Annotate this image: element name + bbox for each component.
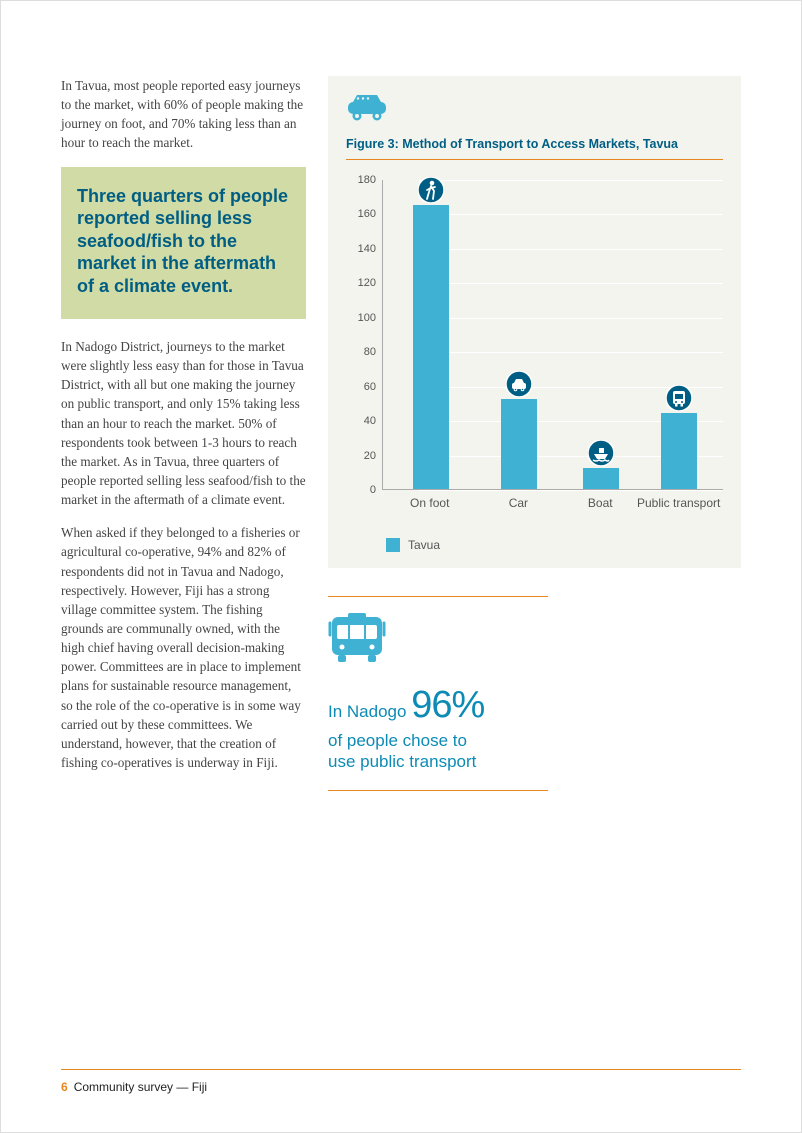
y-tick: 100 xyxy=(358,312,376,324)
y-tick: 160 xyxy=(358,208,376,220)
bus-circle-icon xyxy=(666,385,692,416)
stat-percent: 96% xyxy=(411,684,484,726)
legend-swatch xyxy=(386,538,400,552)
footer-rule xyxy=(61,1069,741,1070)
y-tick: 80 xyxy=(364,346,376,358)
intro-paragraph-2: In Nadogo District, journeys to the mark… xyxy=(61,337,306,509)
x-label: On foot xyxy=(410,496,449,510)
stat-prefix: In Nadogo xyxy=(328,702,411,721)
boat-icon xyxy=(588,440,614,471)
footer-title: Community survey — Fiji xyxy=(74,1080,207,1094)
chart-legend: Tavua xyxy=(386,538,723,552)
walk-icon xyxy=(418,177,444,208)
figure-title: Figure 3: Method of Transport to Access … xyxy=(346,137,723,151)
bar-chart: 020406080100120140160180 On footCarBoatP… xyxy=(346,180,723,530)
x-label: Boat xyxy=(588,496,613,510)
bar-boat xyxy=(583,468,619,489)
gridline xyxy=(419,214,723,215)
y-tick: 0 xyxy=(370,484,376,496)
bus-icon xyxy=(328,611,741,670)
intro-paragraph-1: In Tavua, most people reported easy jour… xyxy=(61,76,306,153)
gridline xyxy=(419,490,723,491)
gridline xyxy=(419,318,723,319)
car-icon xyxy=(346,92,723,127)
y-tick: 60 xyxy=(364,381,376,393)
x-label: Car xyxy=(509,496,528,510)
bar-public-transport xyxy=(661,413,697,489)
gridline xyxy=(419,283,723,284)
stat-line2: of people chose to xyxy=(328,731,467,750)
car-circle-icon xyxy=(506,371,532,402)
stat-block: In Nadogo 96% of people chose to use pub… xyxy=(328,596,741,791)
y-tick: 180 xyxy=(358,174,376,186)
y-tick: 120 xyxy=(358,277,376,289)
intro-paragraph-3: When asked if they belonged to a fisheri… xyxy=(61,523,306,772)
y-tick: 40 xyxy=(364,415,376,427)
x-label: Public transport xyxy=(637,496,720,510)
bar-car xyxy=(501,399,537,489)
gridline xyxy=(419,352,723,353)
stat-rule-top xyxy=(328,596,548,597)
chart-rule xyxy=(346,159,723,160)
page-footer: 6 Community survey — Fiji xyxy=(61,1069,741,1094)
bar-on-foot xyxy=(413,205,449,489)
gridline xyxy=(419,180,723,181)
y-tick: 140 xyxy=(358,243,376,255)
page-number: 6 xyxy=(61,1080,68,1094)
stat-line3: use public transport xyxy=(328,752,476,771)
chart-panel: Figure 3: Method of Transport to Access … xyxy=(328,76,741,568)
gridline xyxy=(419,249,723,250)
stat-text: In Nadogo 96% of people chose to use pub… xyxy=(328,682,741,772)
legend-label: Tavua xyxy=(408,538,440,552)
callout-box: Three quarters of people reported sellin… xyxy=(61,167,306,320)
callout-text: Three quarters of people reported sellin… xyxy=(77,185,290,298)
y-tick: 20 xyxy=(364,450,376,462)
stat-rule-bottom xyxy=(328,790,548,791)
